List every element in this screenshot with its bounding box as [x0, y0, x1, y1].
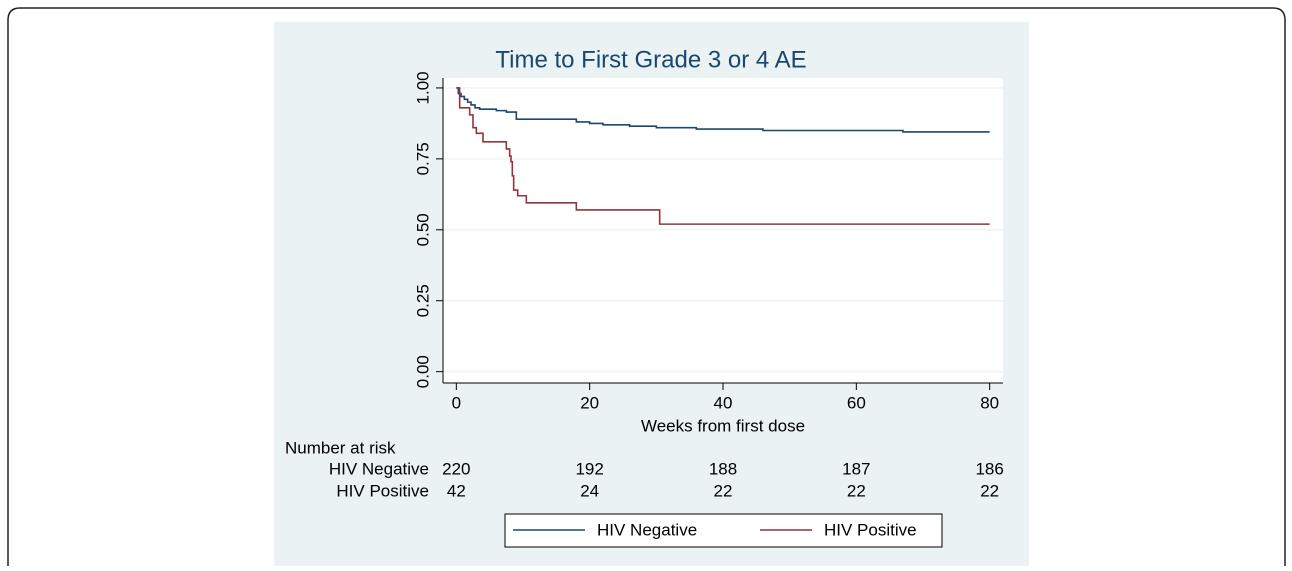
risk-row-label: HIV Positive — [336, 481, 429, 500]
risk-count: 188 — [709, 459, 737, 478]
x-tick-label: 60 — [847, 393, 866, 412]
x-tick-label: 20 — [580, 393, 599, 412]
legend-label: HIV Positive — [824, 520, 917, 539]
risk-count: 22 — [980, 481, 999, 500]
y-tick-label: 0.00 — [413, 355, 432, 388]
risk-count: 22 — [714, 481, 733, 500]
risk-count: 22 — [847, 481, 866, 500]
plot-region — [443, 78, 1003, 383]
x-tick-label: 80 — [980, 393, 999, 412]
risk-count: 192 — [575, 459, 603, 478]
frame — [7, 7, 1286, 571]
risk-row-label: HIV Negative — [329, 459, 429, 478]
x-tick-label: 40 — [714, 393, 733, 412]
km-curve — [456, 87, 990, 133]
x-axis-label: Weeks from first dose — [641, 416, 805, 435]
legend-label: HIV Negative — [597, 520, 697, 539]
y-tick-label: 1.00 — [413, 71, 432, 104]
risk-count: 187 — [842, 459, 870, 478]
risk-count: 42 — [447, 481, 466, 500]
risk-count: 220 — [442, 459, 470, 478]
x-tick-label: 0 — [452, 393, 461, 412]
km-curve — [456, 87, 990, 225]
risk-count: 24 — [580, 481, 599, 500]
chart-title: Time to First Grade 3 or 4 AE — [495, 46, 806, 73]
y-tick-label: 0.75 — [413, 142, 432, 175]
risk-count: 186 — [975, 459, 1003, 478]
y-tick-label: 0.25 — [413, 284, 432, 317]
y-tick-label: 0.50 — [413, 213, 432, 246]
risk-table-title: Number at risk — [285, 438, 396, 457]
